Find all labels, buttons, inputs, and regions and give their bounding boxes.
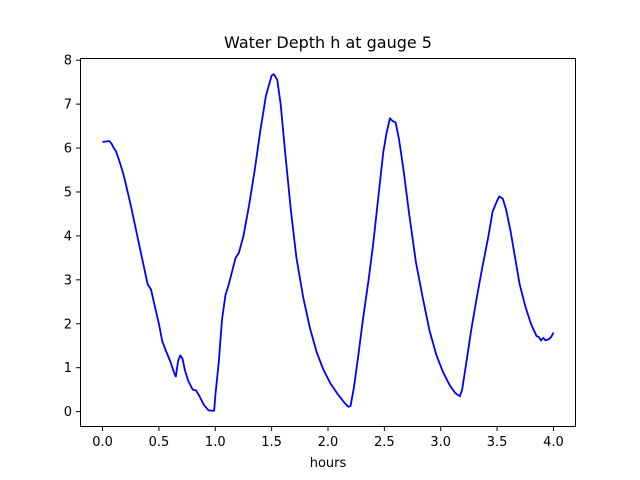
chart-title: Water Depth h at gauge 5 — [224, 33, 432, 52]
x-tick-label: 2.0 — [318, 435, 339, 450]
y-tick-label: 6 — [64, 142, 72, 157]
y-tick-label: 7 — [64, 98, 72, 113]
x-tick-label: 0.5 — [149, 435, 170, 450]
y-tick-label: 2 — [64, 317, 72, 332]
y-tick-label: 3 — [64, 273, 72, 288]
x-tick-label: 1.5 — [261, 435, 282, 450]
x-tick-label: 0.0 — [92, 435, 113, 450]
x-tick-label: 2.5 — [374, 435, 395, 450]
x-axis: 0.0 0.5 1.0 1.5 2.0 2.5 3.0 3.5 4.0 — [92, 427, 564, 450]
x-tick-label: 3.0 — [430, 435, 451, 450]
y-tick-label: 5 — [64, 185, 72, 200]
y-axis: 0 1 2 3 4 5 6 7 8 — [64, 54, 80, 420]
plot-frame — [80, 58, 576, 427]
y-tick-label: 8 — [64, 54, 72, 69]
x-tick-label: 1.0 — [205, 435, 226, 450]
plot-background — [80, 58, 576, 427]
series-layer — [102, 73, 555, 412]
series-line — [102, 73, 555, 412]
y-tick-label: 4 — [64, 229, 72, 244]
y-tick-label: 1 — [64, 361, 72, 376]
x-tick-label: 3.5 — [487, 435, 508, 450]
x-tick-label: 4.0 — [543, 435, 564, 450]
x-axis-label: hours — [310, 456, 347, 471]
y-tick-label: 0 — [64, 405, 72, 420]
